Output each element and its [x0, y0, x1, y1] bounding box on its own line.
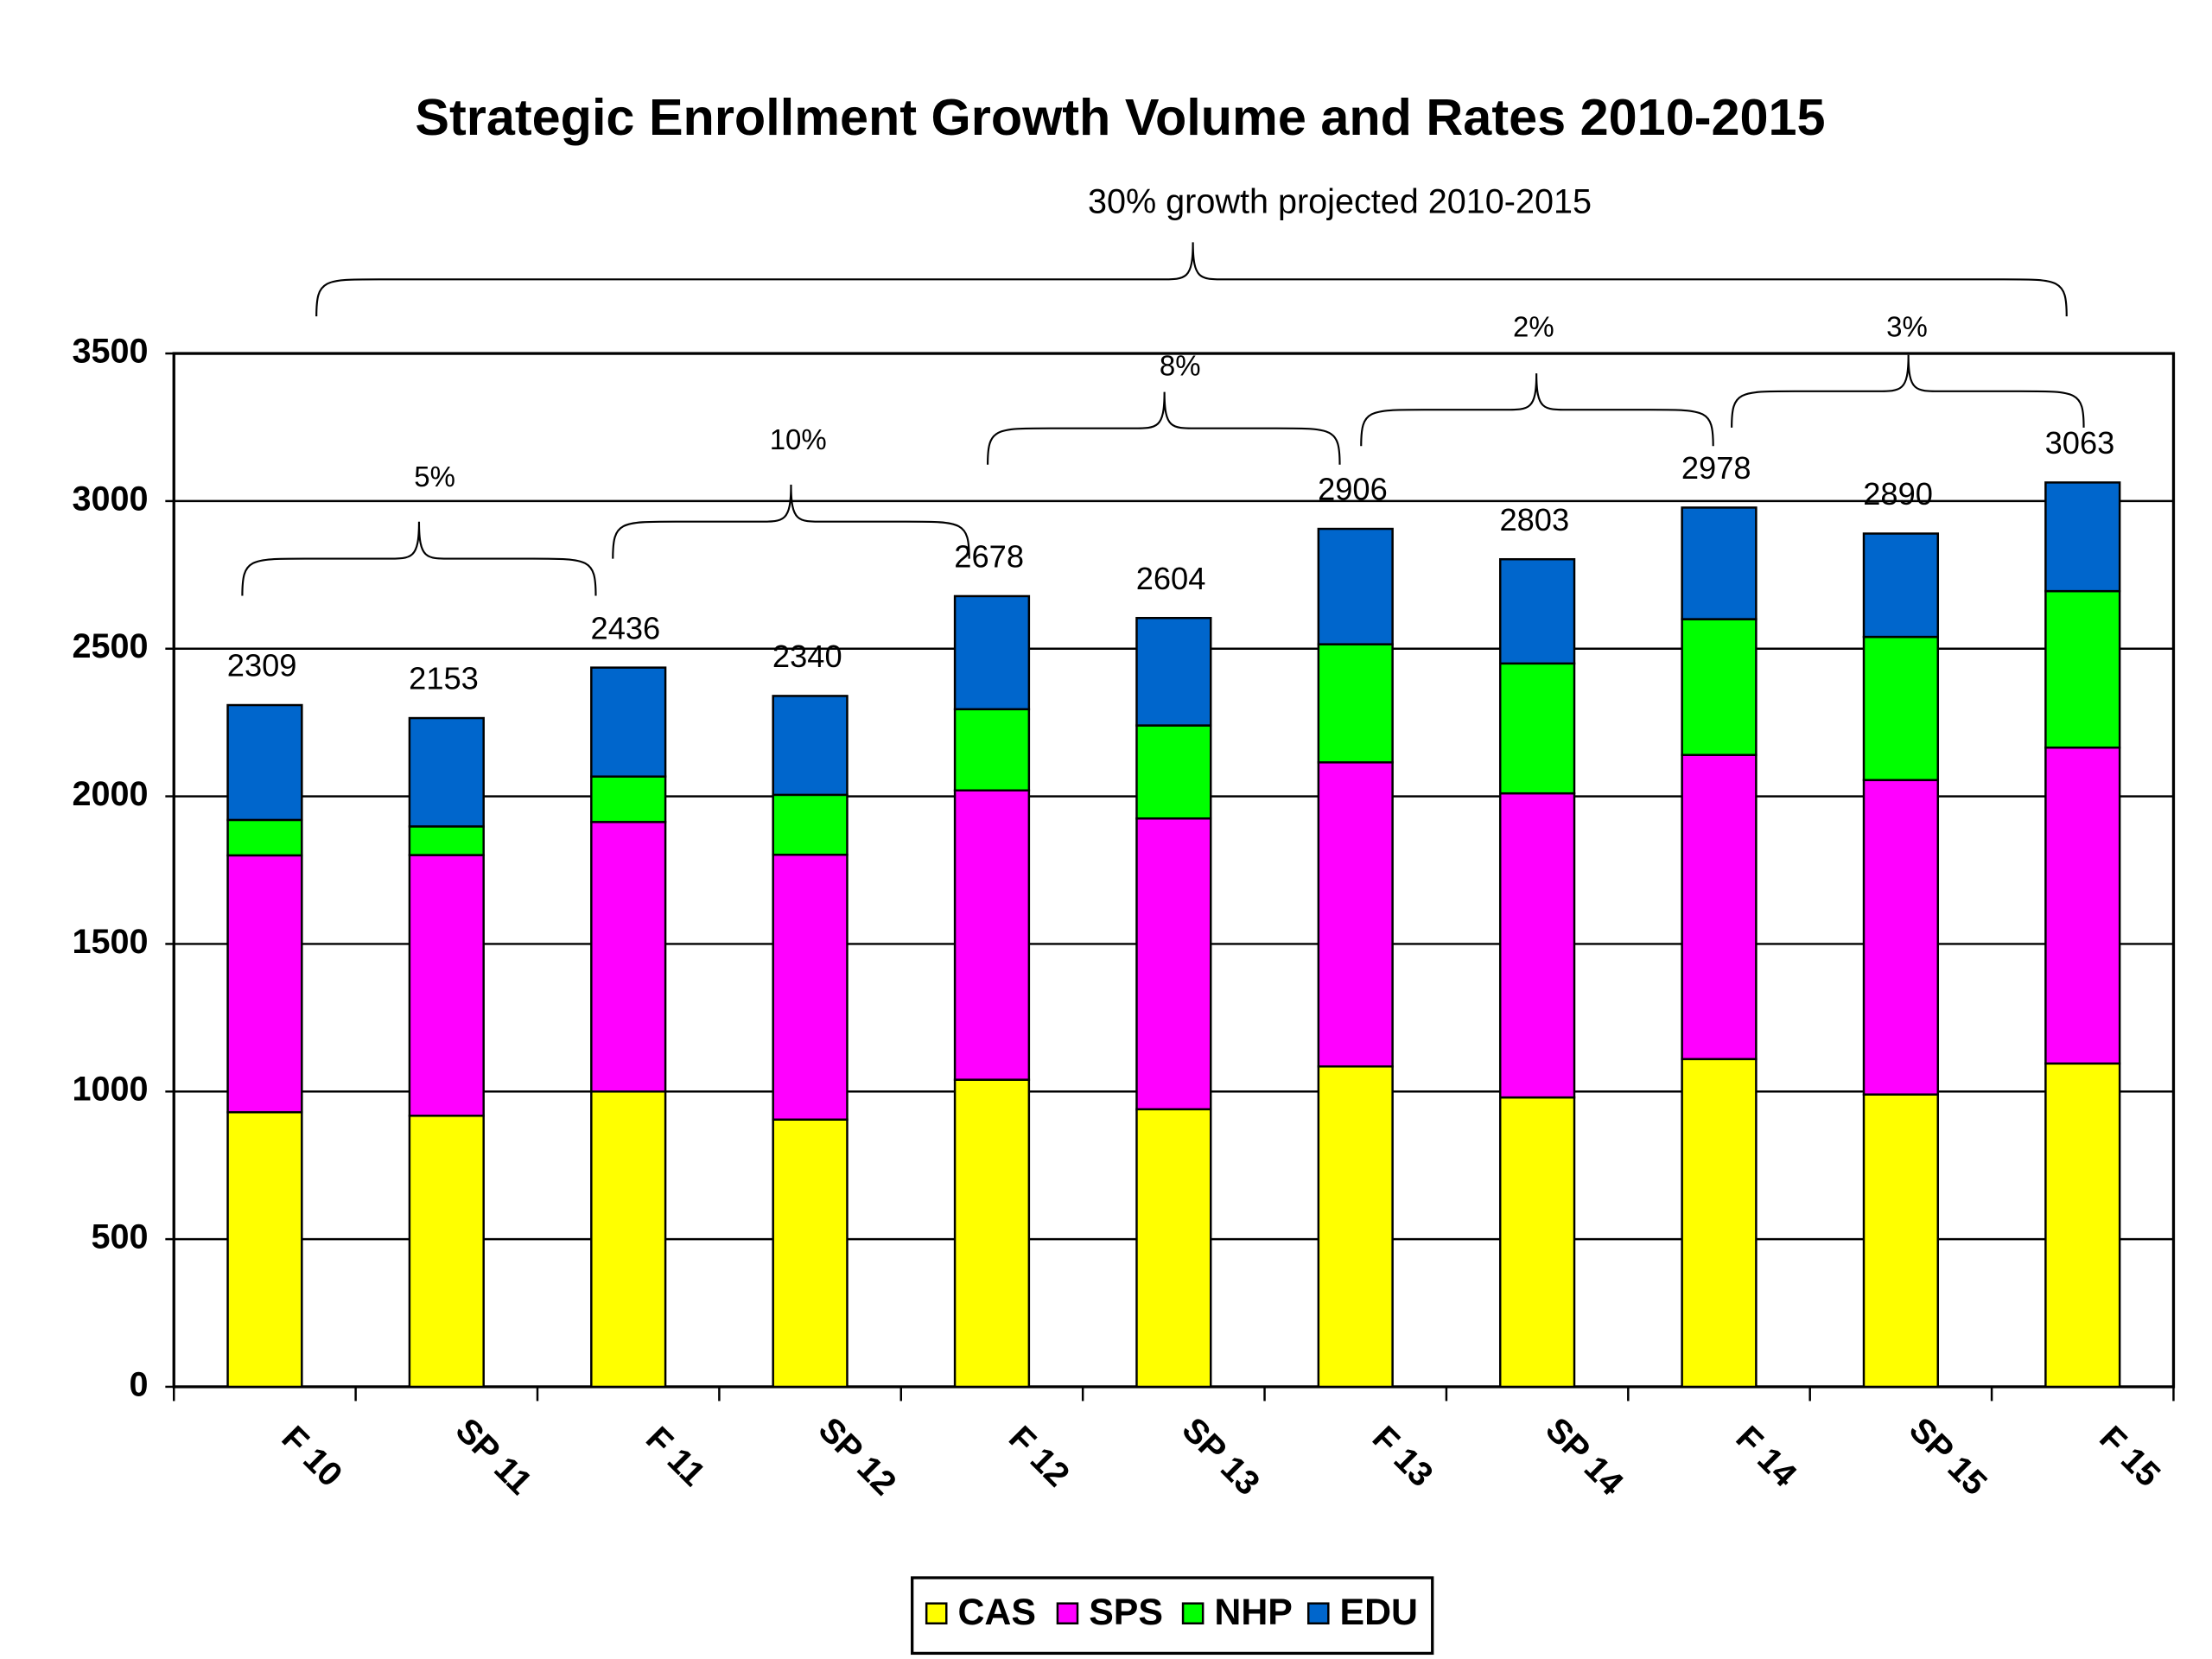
bar-segment [408, 1115, 485, 1389]
total-label: 2890 [1863, 476, 1933, 512]
bar-segment [408, 825, 485, 856]
bar-segment [953, 708, 1031, 791]
chart-title: Strategic Enrollment Growth Volume and R… [415, 88, 1825, 146]
bar-segment [408, 854, 485, 1117]
annotation: 5% [414, 461, 455, 493]
bar-segment [1498, 662, 1576, 795]
bar-segment [226, 703, 303, 822]
y-tick-label: 2000 [72, 775, 148, 813]
bar-segment [1317, 761, 1394, 1068]
bar-segment [1135, 616, 1212, 727]
total-label: 2309 [227, 648, 297, 683]
brace [612, 484, 970, 559]
y-tick-label: 1000 [72, 1071, 148, 1109]
legend-swatch [1181, 1602, 1205, 1624]
bar-segment [1317, 1065, 1394, 1389]
bar-segment [2044, 481, 2121, 593]
annotation: 3% [1886, 311, 1928, 343]
brace [1360, 373, 1714, 447]
bar-segment [226, 1110, 303, 1389]
bar-segment [1317, 643, 1394, 764]
legend-label: NHP [1214, 1592, 1293, 1633]
y-tick-label: 500 [91, 1218, 148, 1256]
brace [987, 391, 1341, 465]
bar-segment [772, 793, 849, 856]
legend-swatch [1306, 1602, 1330, 1624]
y-tick-label: 0 [130, 1365, 149, 1403]
legend-box [911, 1576, 1434, 1656]
bar-segment [1498, 791, 1576, 1099]
bar-segment [1862, 1093, 1940, 1389]
bar-segment [1681, 1058, 1758, 1389]
bar-segment [772, 695, 849, 797]
bar-segment [1681, 506, 1758, 620]
bar-segment [1135, 817, 1212, 1111]
bar-segment [1681, 753, 1758, 1060]
bar-segment [1862, 635, 1940, 782]
bar-segment [1862, 532, 1940, 639]
total-label: 2340 [772, 639, 842, 674]
bar-segment [953, 1078, 1031, 1389]
brace [315, 242, 2068, 317]
legend-swatch [1056, 1602, 1079, 1624]
total-label: 2153 [409, 661, 479, 696]
annotation: 2% [1513, 311, 1554, 343]
bar-segment [1135, 1108, 1212, 1389]
bar-segment [1135, 724, 1212, 820]
brace [1731, 354, 2085, 428]
total-label: 2978 [1681, 450, 1751, 486]
bar-segment [2044, 589, 2121, 749]
y-tick-label: 3000 [72, 480, 148, 518]
legend-label: CAS [957, 1592, 1036, 1633]
annotation: 10% [770, 423, 827, 455]
total-label: 2678 [954, 539, 1024, 575]
bar-segment [2044, 746, 2121, 1065]
bar-segment [953, 789, 1031, 1081]
total-label: 2604 [1136, 561, 1206, 596]
bar-segment [408, 716, 485, 828]
annotation: 30% growth projected 2010-2015 [1088, 182, 1592, 220]
bar-segment [1862, 779, 1940, 1096]
bar-segment [590, 666, 667, 778]
bar-segment [590, 821, 667, 1093]
bar-segment [953, 594, 1031, 711]
bar-segment [1681, 618, 1758, 756]
bar-segment [772, 854, 849, 1121]
legend-label: SPS [1089, 1592, 1163, 1633]
y-tick-label: 1500 [72, 923, 148, 961]
brace [241, 521, 597, 596]
bar-segment [226, 854, 303, 1114]
total-label: 2803 [1499, 502, 1569, 537]
bar-segment [1498, 557, 1576, 665]
total-label: 2436 [591, 610, 661, 645]
annotation: 8% [1160, 349, 1201, 381]
bar-segment [226, 818, 303, 857]
legend-label: EDU [1340, 1592, 1419, 1633]
bar-segment [590, 1090, 667, 1389]
bar-segment [772, 1118, 849, 1389]
y-tick-label: 2500 [72, 627, 148, 665]
total-label: 3063 [2045, 425, 2115, 461]
y-tick-label: 3500 [72, 333, 148, 371]
bar-segment [2044, 1062, 2121, 1389]
bar-segment [1317, 527, 1394, 645]
legend-swatch [925, 1602, 948, 1624]
bar-segment [590, 775, 667, 823]
bar-segment [1498, 1096, 1576, 1389]
total-label: 2906 [1318, 472, 1388, 507]
